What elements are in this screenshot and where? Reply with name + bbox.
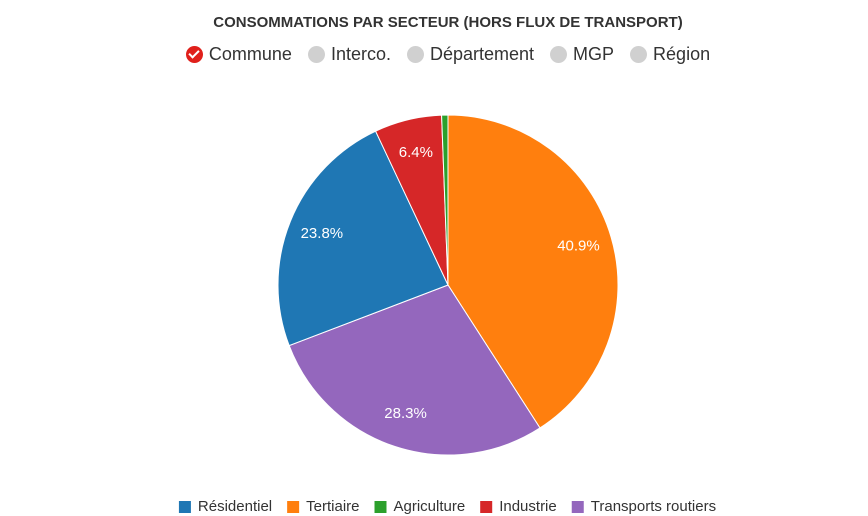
legend-label: Industrie	[499, 498, 557, 515]
legend-swatch	[571, 501, 584, 513]
option-label: MGP	[573, 44, 615, 64]
option-label: Interco.	[330, 44, 391, 64]
scope-option[interactable]: MGP	[550, 44, 614, 65]
option-label: Département	[429, 44, 535, 64]
legend: Résidentiel Tertiaire Agriculture Industrie…	[178, 498, 716, 515]
scope-option[interactable]: Commune	[185, 44, 292, 65]
data-label: 6.4%	[399, 144, 433, 161]
data-label: 28.3%	[384, 405, 427, 422]
data-label: 23.8%	[301, 225, 344, 242]
legend-swatch	[287, 501, 300, 513]
radio[interactable]	[406, 46, 424, 63]
pie-slice	[277, 130, 449, 347]
radio[interactable]	[307, 46, 325, 63]
scope-option[interactable]: Interco.	[307, 44, 391, 65]
chart-title: CONSOMMATIONS PAR SECTEUR (HORS FLUX DE …	[213, 14, 683, 31]
scope-option[interactable]: Département	[406, 44, 535, 65]
radio[interactable]	[185, 46, 203, 63]
scope-options: Commune Interco. Département MGP Région	[0, 44, 868, 65]
radio[interactable]	[550, 46, 568, 63]
scope-option[interactable]: Région	[630, 44, 710, 65]
legend-label: Résidentiel	[198, 498, 272, 515]
legend-swatch	[480, 501, 493, 513]
option-label: Commune	[208, 44, 292, 64]
legend-label: Agriculture	[394, 498, 466, 515]
legend-label: Tertiaire	[306, 498, 359, 515]
option-label: Région	[653, 44, 711, 64]
legend-swatch	[178, 501, 191, 513]
legend-label: Transports routiers	[591, 498, 716, 515]
legend-swatch	[374, 501, 387, 513]
pie-slice	[288, 284, 541, 456]
pie-slice	[441, 114, 449, 286]
radio[interactable]	[630, 46, 648, 63]
data-label: 40.9%	[557, 238, 600, 255]
pie-slice	[447, 114, 619, 429]
